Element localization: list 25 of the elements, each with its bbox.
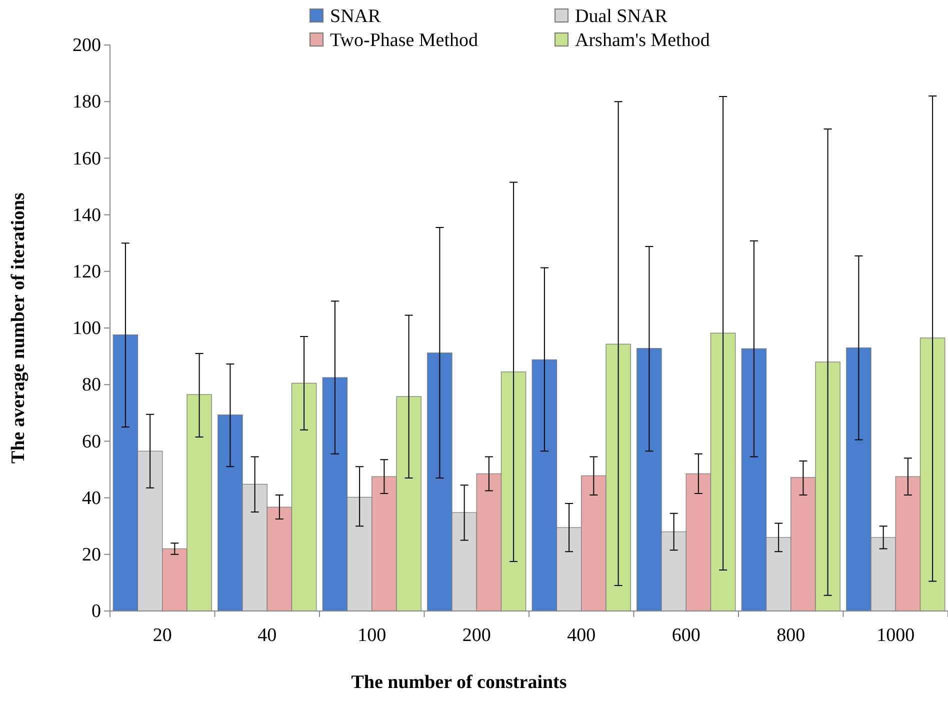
y-tick-label: 160 (72, 148, 101, 170)
y-tick-label: 0 (92, 601, 101, 622)
y-tick-label: 80 (82, 374, 101, 396)
x-tick-label: 20 (152, 625, 172, 646)
x-tick-label: 100 (358, 625, 386, 646)
legend-label: SNAR (330, 6, 382, 27)
x-tick-label: 600 (672, 625, 700, 646)
legend-label: Two-Phase Method (330, 30, 479, 51)
y-tick-label: 20 (82, 544, 101, 566)
x-tick-label: 400 (567, 625, 596, 646)
x-tick-label: 40 (258, 625, 277, 646)
y-tick-label: 180 (72, 92, 101, 113)
legend-label: Dual SNAR (575, 6, 668, 27)
x-tick-label: 1000 (876, 625, 915, 646)
y-tick-label: 100 (72, 318, 101, 340)
x-tick-label: 800 (776, 625, 806, 646)
y-tick-label: 200 (72, 35, 101, 56)
y-tick-label: 140 (72, 204, 101, 226)
x-tick-label: 200 (462, 625, 491, 646)
y-tick-label: 60 (82, 431, 101, 452)
y-tick-label: 40 (82, 488, 101, 509)
x-axis-title: The number of constraints (351, 672, 567, 693)
y-tick-label: 120 (72, 261, 101, 282)
y-axis-title: The average number of iterations (8, 192, 29, 464)
legend-label: Arsham's Method (575, 30, 710, 51)
